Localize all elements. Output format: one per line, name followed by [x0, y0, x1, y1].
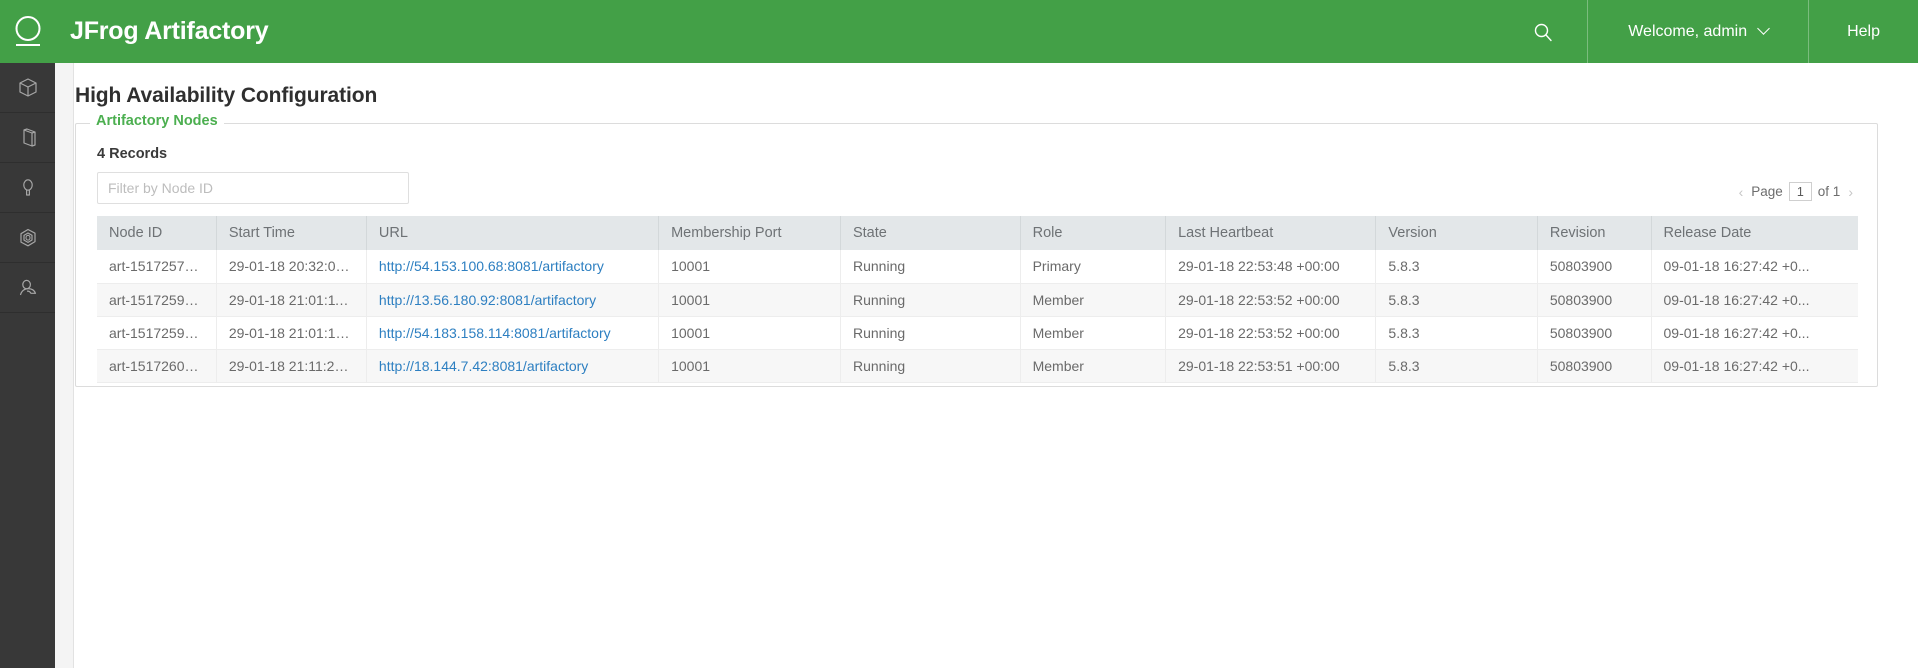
chevron-down-icon [1757, 22, 1770, 35]
column-header-release-date[interactable]: Release Date [1651, 216, 1858, 250]
cell-node-id: art-15172595... [97, 283, 217, 317]
cell-membership-port: 10001 [658, 250, 841, 284]
cell-release-date: 09-01-18 16:27:42 +0... [1651, 349, 1858, 383]
header-search-button[interactable] [1499, 0, 1587, 63]
records-count: 4 Records [97, 146, 168, 162]
search-icon [1535, 23, 1552, 41]
cell-version: 5.8.3 [1375, 316, 1538, 350]
cell-role: Member [1020, 349, 1167, 383]
cell-role: Member [1020, 283, 1167, 317]
cell-membership-port: 10001 [658, 283, 841, 317]
node-url-link[interactable]: http://54.153.100.68:8081/artifactory [378, 258, 604, 275]
cell-role: Primary [1020, 250, 1167, 284]
table-header-row: Node ID Start Time URL Membership Port S… [97, 216, 1858, 250]
nut-gear-icon [19, 228, 36, 246]
sidebar-item-artifacts[interactable] [0, 63, 55, 113]
left-sidebar [0, 63, 55, 668]
filter-by-node-id-input[interactable] [97, 172, 409, 204]
pagination-page-input[interactable] [1788, 182, 1812, 201]
user-menu[interactable]: Welcome, admin [1587, 0, 1808, 63]
column-header-last-heartbeat[interactable]: Last Heartbeat [1165, 216, 1377, 250]
help-label: Help [1847, 22, 1880, 40]
cell-last-heartbeat: 29-01-18 22:53:51 +00:00 [1165, 349, 1377, 383]
cell-version: 5.8.3 [1375, 283, 1538, 317]
pagination-page-label: Page [1751, 184, 1783, 199]
cell-last-heartbeat: 29-01-18 22:53:52 +00:00 [1165, 283, 1377, 317]
table-header: Node ID Start Time URL Membership Port S… [97, 216, 1858, 250]
pagination: ‹ Page of 1 › [1737, 182, 1855, 201]
cell-url: http://54.153.100.68:8081/artifactory [366, 250, 660, 284]
table-row[interactable]: art-15172595... 29-01-18 21:01:12 ... ht… [97, 316, 1858, 350]
sidebar-item-user[interactable] [0, 263, 55, 313]
cell-revision: 50803900 [1537, 349, 1652, 383]
column-header-version[interactable]: Version [1375, 216, 1538, 250]
cell-role: Member [1020, 316, 1167, 350]
brand-title: JFrog Artifactory [70, 17, 269, 45]
cube-icon [18, 77, 37, 97]
node-url-link[interactable]: http://13.56.180.92:8081/artifactory [378, 291, 597, 308]
sidebar-item-search[interactable] [0, 163, 55, 213]
column-header-start-time[interactable]: Start Time [216, 216, 367, 250]
cell-url: http://54.183.158.114:8081/artifactory [366, 316, 660, 350]
cell-state: Running [840, 250, 1021, 284]
column-header-membership-port[interactable]: Membership Port [658, 216, 841, 250]
cell-version: 5.8.3 [1375, 349, 1538, 383]
cell-state: Running [840, 283, 1021, 317]
book-icon [22, 127, 36, 147]
content-gutter [55, 63, 74, 668]
cell-start-time: 29-01-18 21:01:12 ... [216, 316, 367, 350]
user-icon [19, 279, 36, 295]
main-content: High Availability Configuration Artifact… [75, 63, 1918, 668]
cell-last-heartbeat: 29-01-18 22:53:52 +00:00 [1165, 316, 1377, 350]
node-url-link[interactable]: http://54.183.158.114:8081/artifactory [378, 324, 611, 341]
cell-revision: 50803900 [1537, 283, 1652, 317]
top-header: JFrog Artifactory Welcome, admin Help [0, 0, 1918, 63]
cell-revision: 50803900 [1537, 316, 1652, 350]
magnifier-icon [22, 178, 33, 196]
cell-last-heartbeat: 29-01-18 22:53:48 +00:00 [1165, 250, 1377, 284]
cell-revision: 50803900 [1537, 250, 1652, 284]
column-header-url[interactable]: URL [366, 216, 660, 250]
pagination-of-label: of 1 [1817, 184, 1841, 199]
cell-start-time: 29-01-18 20:32:03 ... [216, 250, 367, 284]
column-header-revision[interactable]: Revision [1537, 216, 1652, 250]
table-row[interactable]: art-15172595... 29-01-18 21:01:11 ... ht… [97, 283, 1858, 317]
page-title: High Availability Configuration [75, 84, 378, 107]
column-header-node-id[interactable]: Node ID [97, 216, 217, 250]
cell-release-date: 09-01-18 16:27:42 +0... [1651, 316, 1858, 350]
cell-url: http://13.56.180.92:8081/artifactory [366, 283, 660, 317]
cell-url: http://18.144.7.42:8081/artifactory [366, 349, 660, 383]
table-row[interactable]: art-15172601... 29-01-18 21:11:26 ... ht… [97, 349, 1858, 383]
nodes-table: Node ID Start Time URL Membership Port S… [97, 216, 1858, 383]
cell-membership-port: 10001 [658, 349, 841, 383]
cell-state: Running [840, 316, 1021, 350]
column-header-state[interactable]: State [840, 216, 1021, 250]
cell-node-id: art-15172601... [97, 349, 217, 383]
chevron-left-icon[interactable]: ‹ [1738, 183, 1744, 200]
cell-start-time: 29-01-18 21:11:26 ... [216, 349, 367, 383]
cell-state: Running [840, 349, 1021, 383]
table-row[interactable]: art-15172578... 29-01-18 20:32:03 ... ht… [97, 250, 1858, 284]
sidebar-item-admin[interactable] [0, 213, 55, 263]
panel-legend: Artifactory Nodes [90, 113, 224, 129]
cell-release-date: 09-01-18 16:27:42 +0... [1651, 283, 1858, 317]
cell-membership-port: 10001 [658, 316, 841, 350]
table-body: art-15172578... 29-01-18 20:32:03 ... ht… [97, 250, 1858, 383]
cell-start-time: 29-01-18 21:01:11 ... [216, 283, 367, 317]
cell-version: 5.8.3 [1375, 250, 1538, 284]
help-link[interactable]: Help [1808, 0, 1918, 63]
cell-node-id: art-15172595... [97, 316, 217, 350]
node-url-link[interactable]: http://18.144.7.42:8081/artifactory [378, 357, 589, 374]
column-header-role[interactable]: Role [1020, 216, 1167, 250]
chevron-right-icon[interactable]: › [1848, 183, 1853, 200]
cell-node-id: art-15172578... [97, 250, 217, 284]
sidebar-item-builds[interactable] [0, 113, 55, 163]
artifactory-nodes-panel: Artifactory Nodes 4 Records ‹ Page of 1 … [75, 113, 1878, 387]
jfrog-circle-logo-icon [15, 15, 40, 46]
user-menu-label: Welcome, admin [1628, 22, 1748, 40]
cell-release-date: 09-01-18 16:27:42 +0... [1651, 250, 1858, 284]
brand-logo[interactable] [0, 0, 55, 63]
